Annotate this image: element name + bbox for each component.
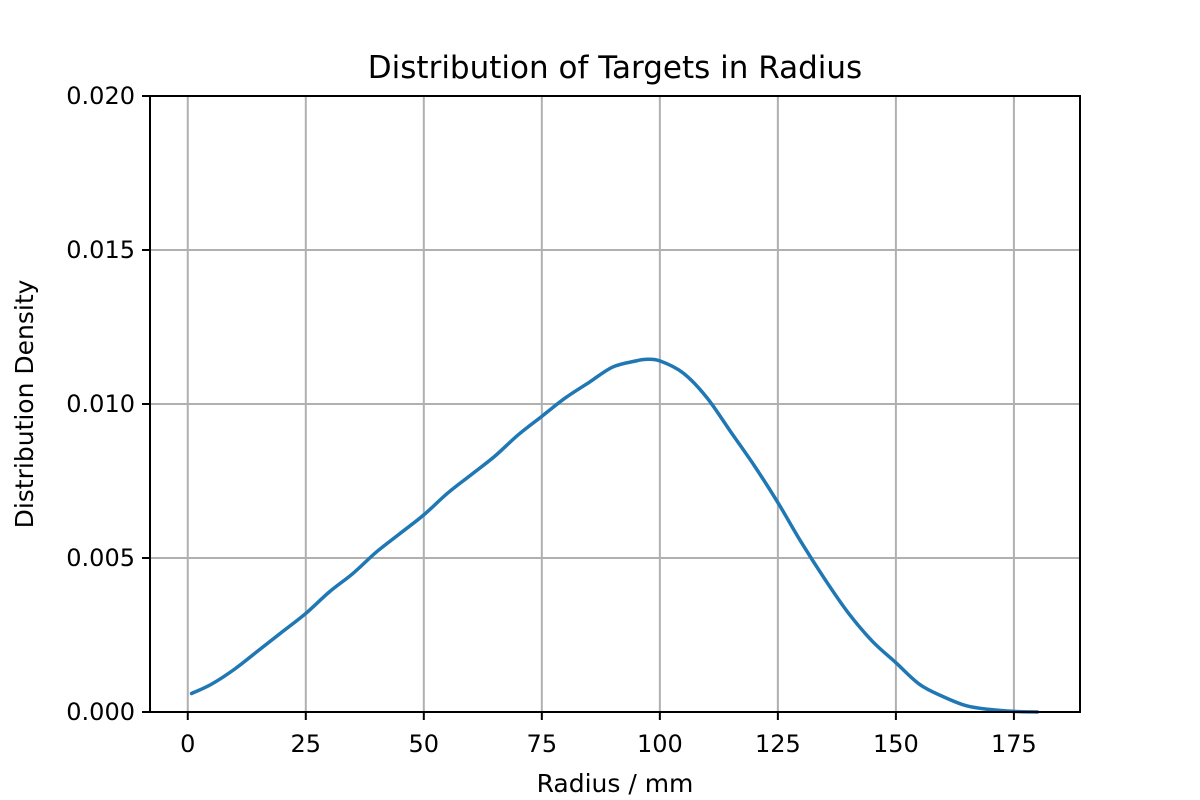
x-tick-label: 50	[409, 730, 440, 758]
x-axis-label: Radius / mm	[537, 769, 694, 798]
y-tick-label: 0.010	[66, 390, 135, 418]
x-axis: 0 25 50 75 100 125 150 175	[180, 712, 1037, 758]
y-tick-label: 0.015	[66, 236, 135, 264]
y-tick-label: 0.000	[66, 698, 135, 726]
x-tick-label: 0	[180, 730, 195, 758]
series-line	[189, 357, 1040, 714]
y-axis: 0.000 0.005 0.010 0.015 0.020	[66, 82, 150, 726]
x-tick-label: 25	[291, 730, 322, 758]
x-tick-label: 125	[755, 730, 801, 758]
y-tick-label: 0.005	[66, 544, 135, 572]
x-tick-label: 175	[991, 730, 1037, 758]
x-tick-label: 75	[527, 730, 558, 758]
y-tick-label: 0.020	[66, 82, 135, 110]
y-axis-label: Distribution Density	[10, 279, 39, 528]
chart-title: Distribution of Targets in Radius	[368, 50, 862, 86]
x-tick-label: 100	[637, 730, 683, 758]
x-tick-label: 150	[873, 730, 919, 758]
